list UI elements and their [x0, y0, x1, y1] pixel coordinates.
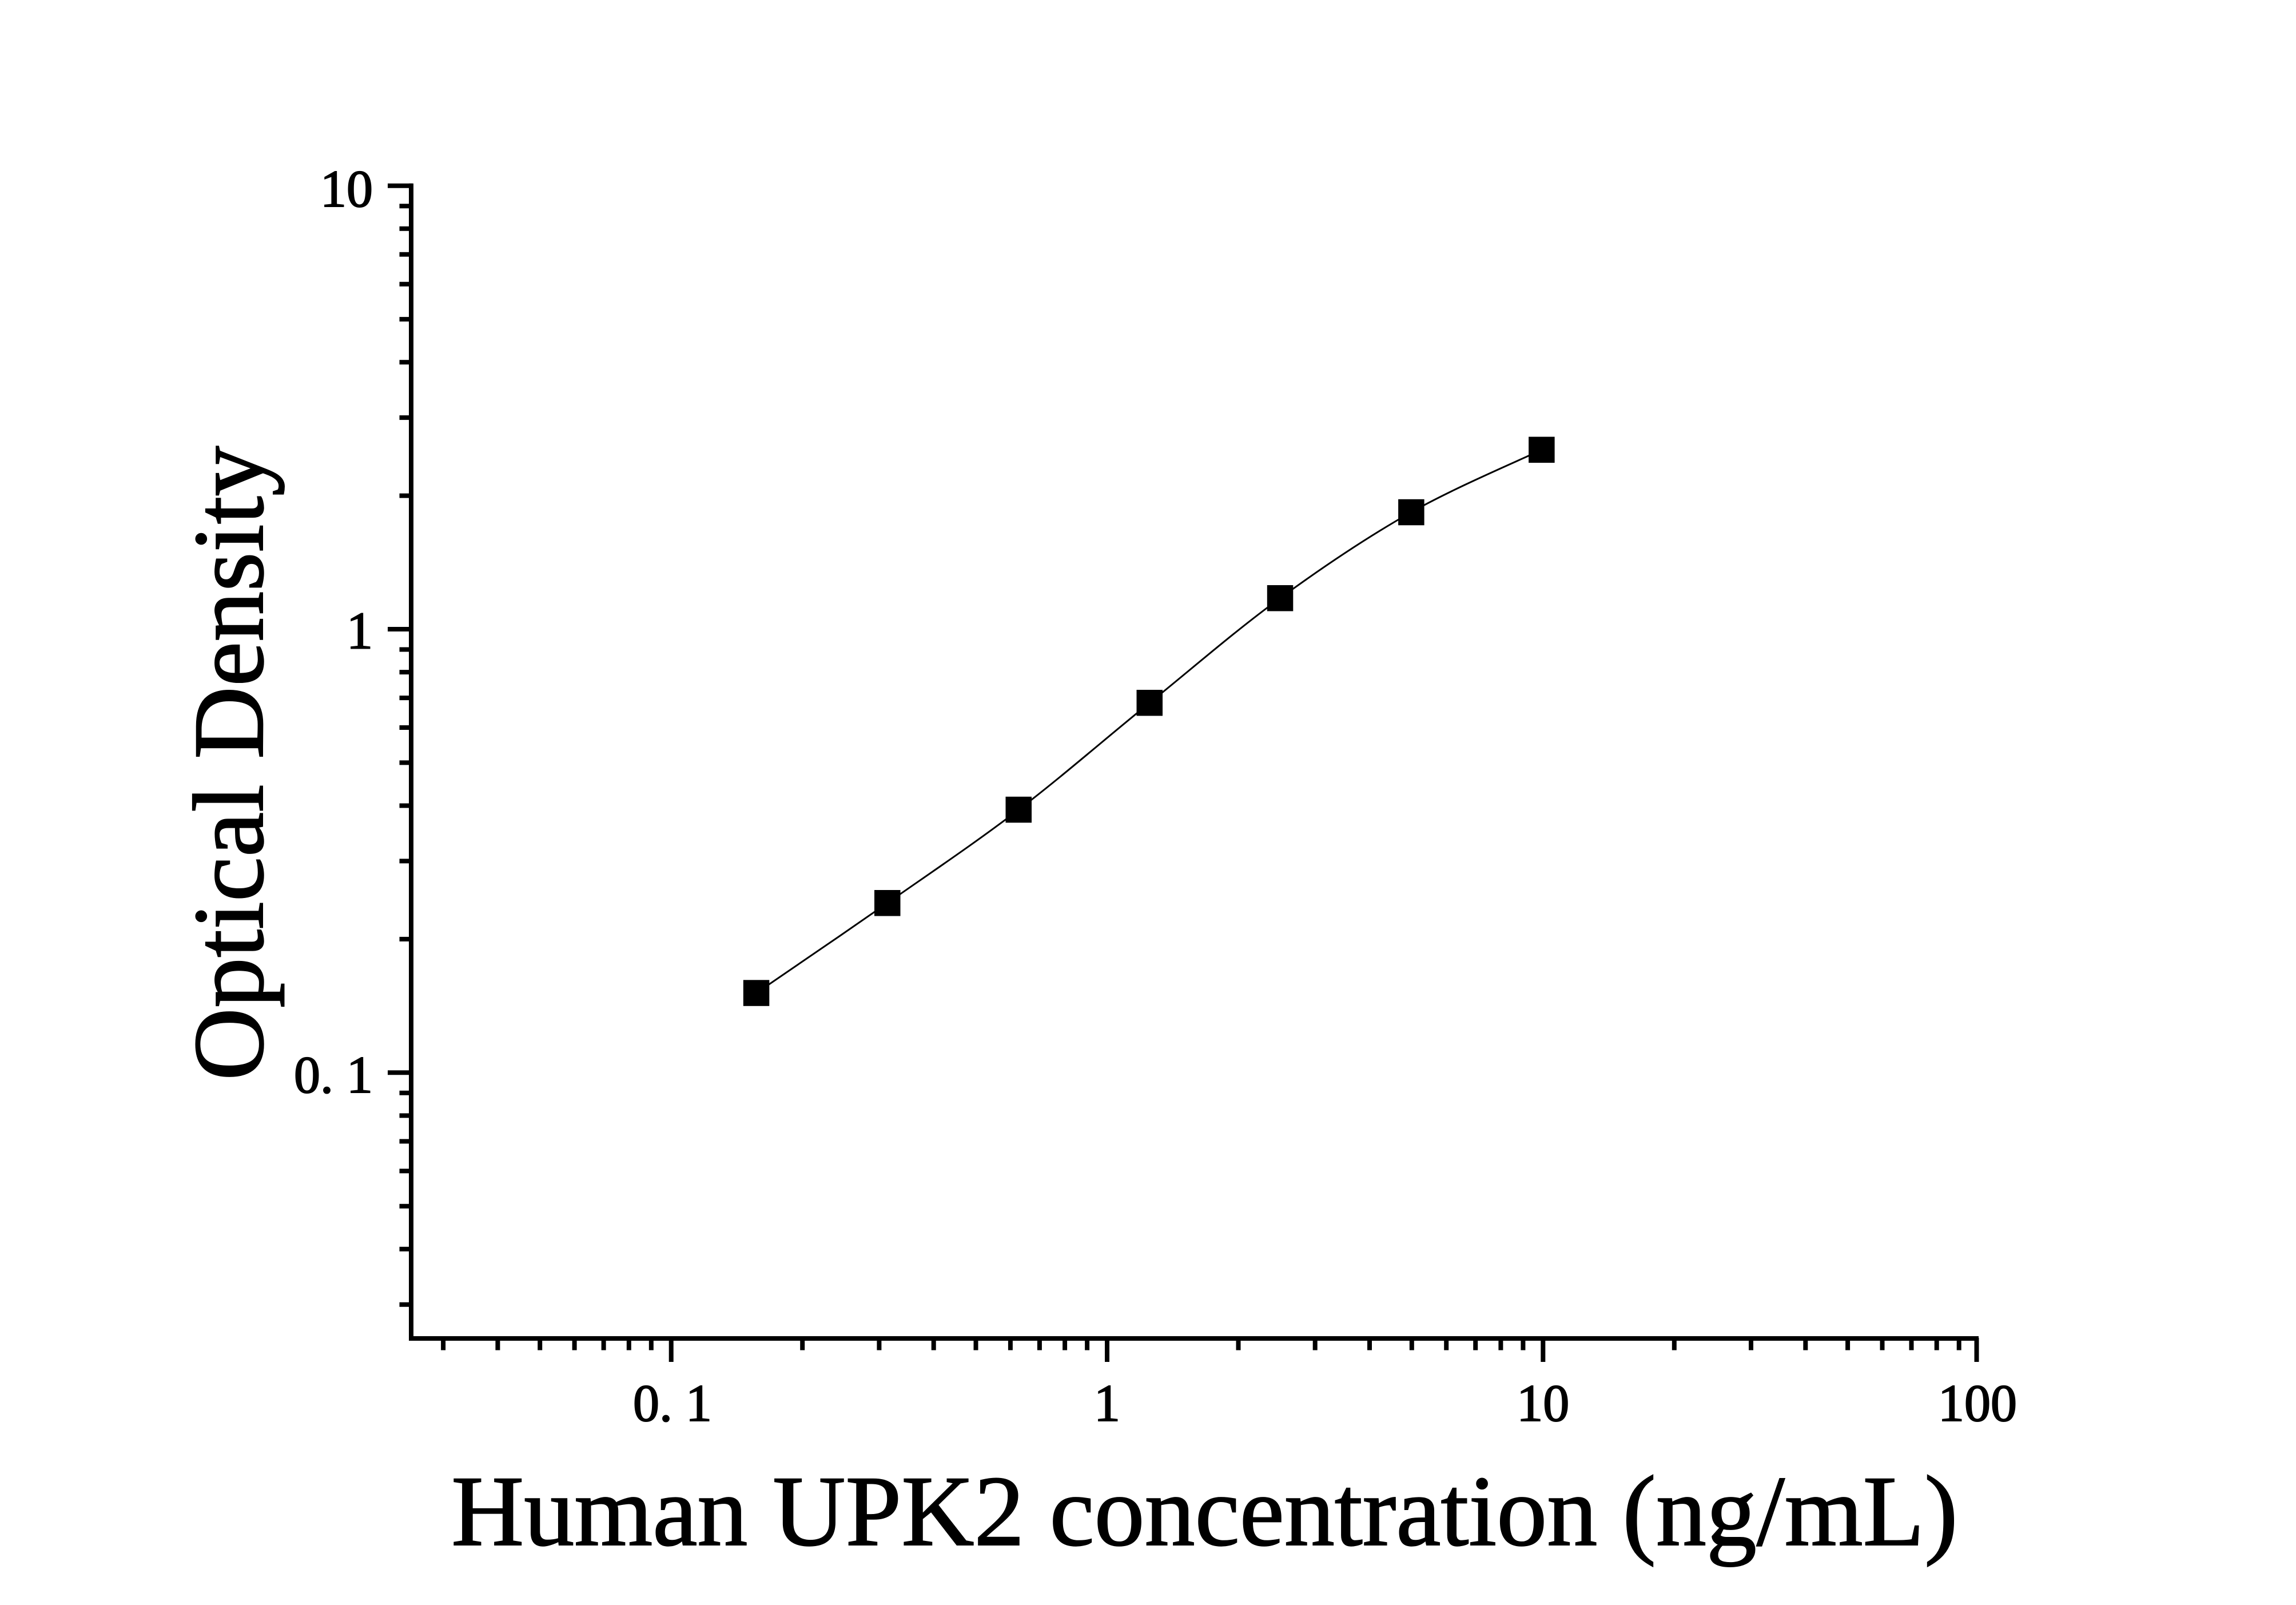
- svg-text:1: 1: [1094, 1374, 1120, 1432]
- svg-text:1: 1: [347, 602, 373, 660]
- svg-text:0. 1: 0. 1: [294, 1046, 373, 1104]
- svg-text:100: 100: [1938, 1374, 2017, 1432]
- svg-text:0. 1: 0. 1: [633, 1374, 712, 1432]
- svg-text:10: 10: [1517, 1374, 1569, 1432]
- svg-text:10: 10: [320, 160, 373, 218]
- svg-text:Optical Density: Optical Density: [173, 446, 285, 1081]
- svg-text:Human UPK2 concentration (ng/m: Human UPK2 concentration (ng/mL): [451, 1456, 1958, 1567]
